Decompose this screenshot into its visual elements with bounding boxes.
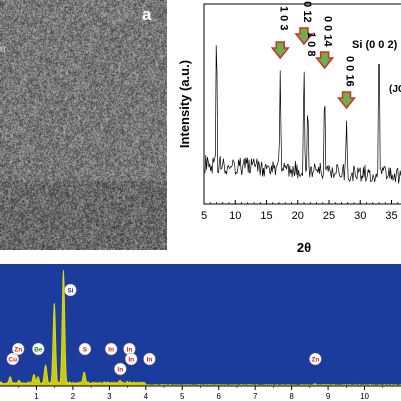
xrd-peak-label: 0 0 12 <box>301 0 313 23</box>
eds-element-label: S <box>78 342 92 356</box>
eds-element-label: Zn <box>11 342 25 356</box>
xrd-peak-label: 0 0 16 <box>344 56 356 87</box>
xrd-ylabel: Intensity (a.u.) <box>177 60 192 148</box>
eds-x-tick-label: 5 <box>180 392 185 401</box>
xrd-xlabel: 2θ <box>297 240 311 255</box>
eds-x-tick-label: 7 <box>253 392 258 401</box>
eds-element-text: Cu <box>8 357 17 364</box>
xrd-pattern-trace <box>204 45 401 184</box>
eds-element-circle <box>114 362 127 376</box>
tem-partial-label: n <box>0 44 6 55</box>
eds-plot-background <box>0 264 401 386</box>
xrd-peak-arrow <box>315 51 335 70</box>
xrd-peak-label: 1 0 3 <box>277 6 289 30</box>
eds-element-label: Be <box>32 342 45 356</box>
eds-element-label: In <box>124 352 138 366</box>
eds-element-circle <box>32 342 45 356</box>
xrd-x-tick-label: 15 <box>260 210 272 222</box>
eds-x-tick-label: 10 <box>360 392 369 401</box>
eds-element-text: Si <box>67 288 73 295</box>
eds-element-circle <box>124 352 138 366</box>
eds-element-label: Si <box>64 283 77 297</box>
eds-element-label: In <box>143 352 156 366</box>
eds-element-label: Cu <box>6 352 20 366</box>
panel-letter: a <box>142 5 152 24</box>
eds-element-circle <box>64 283 77 297</box>
eds-element-text: In <box>127 347 133 354</box>
eds-element-circle <box>143 352 156 366</box>
eds-element-text: In <box>108 347 114 354</box>
eds-element-label: In <box>104 342 118 356</box>
xrd-x-tick-label: 20 <box>292 210 304 222</box>
eds-x-tick-label: 8 <box>289 392 294 401</box>
xrd-x-tick-label: 30 <box>354 210 366 222</box>
eds-element-text: Be <box>34 347 43 354</box>
xrd-chart: 0 0 41 0 30 0 121 0 80 0 140 0 16 510152… <box>177 0 401 255</box>
xrd-peak-arrow <box>336 91 357 110</box>
eds-element-circle <box>6 352 20 366</box>
xrd-peak-label: 0 0 14 <box>322 16 334 47</box>
eds-element-label: Zn <box>309 352 322 366</box>
xrd-peak-label: 1 0 8 <box>305 32 317 56</box>
eds-x-tick-label: 3 <box>107 392 112 401</box>
eds-element-text: Zn <box>311 357 319 364</box>
eds-element-text: S <box>83 347 88 354</box>
tem-image-panel: a n <box>0 0 167 250</box>
eds-x-tick-label: 6 <box>217 392 222 401</box>
eds-element-text: Zn <box>14 347 22 354</box>
xrd-x-tick-label: 25 <box>323 210 335 222</box>
xrd-partial-legend: (JC <box>389 84 401 95</box>
eds-element-text: In <box>128 357 134 364</box>
eds-x-tick-label: 2 <box>71 392 76 401</box>
eds-x-tick-label: 4 <box>144 392 149 401</box>
xrd-peak-arrow <box>294 27 314 46</box>
eds-element-circle <box>11 342 25 356</box>
eds-spectrum-chart: Cu Zn Be Si S In In In In In Zn 1 2 3 4 5 6 7 8 9 10 <box>0 264 401 401</box>
eds-x-tick-label: 9 <box>326 392 331 401</box>
eds-element-label: In <box>114 362 127 376</box>
xrd-peak-arrow <box>270 41 290 60</box>
eds-x-tick-label: 1 <box>34 392 39 401</box>
eds-element-circle <box>78 342 92 356</box>
xrd-x-tick-label: 10 <box>229 210 241 222</box>
xrd-x-tick-label: 5 <box>201 210 207 222</box>
si-peak-label: Si (0 0 2) <box>352 39 398 51</box>
xrd-x-tick-label: 35 <box>385 210 397 222</box>
eds-element-circle <box>104 342 118 356</box>
tem-micrograph <box>0 0 167 250</box>
eds-element-circle <box>309 352 322 366</box>
eds-element-text: In <box>117 367 123 374</box>
eds-element-text: In <box>147 357 153 364</box>
